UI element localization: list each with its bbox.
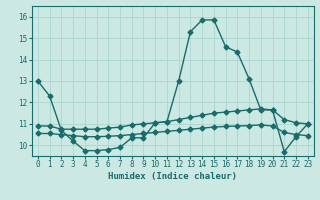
X-axis label: Humidex (Indice chaleur): Humidex (Indice chaleur) bbox=[108, 172, 237, 181]
